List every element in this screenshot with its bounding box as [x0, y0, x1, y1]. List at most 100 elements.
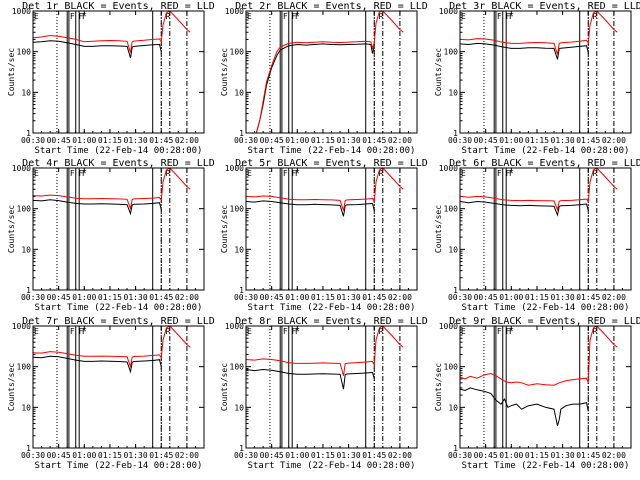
flag-label: F	[283, 12, 288, 21]
flag-label: F	[295, 169, 300, 178]
panel-det-5: Det 5r BLACK = Events, RED = LLD 00:30 00:…	[220, 158, 428, 313]
y-tick-label: 10	[21, 88, 31, 97]
x-tick-label: 01:30	[337, 293, 361, 302]
flag-label: E	[461, 169, 466, 178]
axes-frame	[245, 325, 418, 449]
x-tick-label: 01:45	[576, 293, 600, 302]
marker-lines: E F FF R	[34, 168, 188, 290]
y-tick-label: 1000	[225, 322, 244, 331]
flag-label: R	[379, 169, 384, 178]
events-series-line	[460, 42, 589, 60]
events-series-line	[246, 368, 375, 390]
x-tick-label: 01:00	[285, 451, 309, 460]
panel-det-9: Det 9r BLACK = Events, RED = LLD 00:30 00:…	[434, 316, 640, 471]
marker-lines: E F FF R	[247, 168, 401, 290]
flag-label: E	[34, 169, 39, 178]
x-tick-label: 01:45	[362, 136, 386, 145]
flag-label: F	[505, 169, 510, 178]
flag-label: R	[593, 169, 598, 178]
x-tick-label: 01:15	[311, 293, 335, 302]
events-series-line	[246, 200, 375, 217]
panel-det-6: Det 6r BLACK = Events, RED = LLD 00:30 00:…	[434, 158, 640, 313]
events-series-line	[33, 199, 162, 216]
x-tick-label: 02:00	[175, 451, 199, 460]
flag-label: E	[247, 12, 252, 21]
panel-det-8: Det 8r BLACK = Events, RED = LLD 00:30 00:…	[220, 316, 428, 471]
x-tick-label: 00:30	[448, 136, 472, 145]
y-tick-label: 1	[26, 286, 31, 295]
flag-label: F	[505, 12, 510, 21]
x-tick-label: 00:30	[21, 293, 45, 302]
x-tick-label: 01:30	[551, 451, 575, 460]
x-tick-label: 02:00	[388, 293, 412, 302]
y-tick-label: 100	[230, 363, 245, 372]
x-tick-label: 01:15	[98, 451, 122, 460]
y-axis-label: Counts/sec	[434, 48, 443, 96]
panel-title: Det 1r BLACK = Events, RED = LLD	[22, 1, 215, 12]
x-tick-label: 01:15	[311, 451, 335, 460]
lld-series-line	[33, 11, 191, 53]
lld-series-line	[460, 326, 618, 386]
x-tick-label: 01:15	[98, 136, 122, 145]
series-group	[460, 11, 618, 60]
series-group	[33, 168, 191, 216]
x-axis-label: Start Time (22-Feb-14 00:28:00)	[248, 461, 416, 471]
flag-label: R	[593, 327, 598, 336]
x-tick-label: 01:00	[499, 136, 523, 145]
lld-series-line	[255, 11, 404, 133]
panel-title: Det 3r BLACK = Events, RED = LLD	[449, 1, 640, 12]
marker-lines: E F FF R	[461, 11, 615, 133]
y-axis-label: Counts/sec	[220, 205, 229, 253]
y-tick-label: 10	[21, 245, 31, 254]
flag-label: F	[509, 327, 514, 336]
flag-label: F	[291, 12, 296, 21]
y-tick-label: 10	[21, 403, 31, 412]
x-tick-label: 01:00	[499, 293, 523, 302]
flag-label: R	[166, 169, 171, 178]
y-tick-label: 10	[234, 88, 244, 97]
flag-label: F	[295, 327, 300, 336]
flag-label: F	[283, 327, 288, 336]
x-tick-label: 01:45	[576, 451, 600, 460]
panel-det-1: Det 1r BLACK = Events, RED = LLD 00:30 00:…	[7, 1, 215, 156]
axes-frame	[245, 10, 418, 134]
flag-label: E	[461, 327, 466, 336]
x-tick-label: 00:30	[448, 293, 472, 302]
y-tick-label: 1000	[12, 164, 31, 173]
events-series-line	[33, 355, 162, 374]
x-tick-label: 00:45	[474, 136, 498, 145]
y-axis-label: Counts/sec	[7, 205, 16, 253]
y-tick-label: 1000	[12, 7, 31, 16]
y-tick-label: 1	[453, 129, 458, 138]
flag-label: R	[166, 12, 171, 21]
y-axis-label: Counts/sec	[220, 48, 229, 96]
y-tick-label: 10	[234, 403, 244, 412]
x-tick-label: 01:45	[362, 451, 386, 460]
flag-label: F	[497, 12, 502, 21]
events-series-line	[460, 200, 589, 217]
flag-label: F	[291, 327, 296, 336]
x-tick-label: 01:30	[124, 293, 148, 302]
x-axis-label: Start Time (22-Feb-14 00:28:00)	[462, 303, 630, 313]
x-tick-label: 00:45	[47, 136, 71, 145]
x-tick-label: 01:00	[72, 293, 96, 302]
x-tick-label: 01:00	[499, 451, 523, 460]
panel-title: Det 8r BLACK = Events, RED = LLD	[235, 316, 428, 327]
x-axis-label: Start Time (22-Feb-14 00:28:00)	[248, 146, 416, 156]
x-tick-label: 01:45	[149, 136, 173, 145]
x-tick-label: 01:30	[337, 451, 361, 460]
flag-label: R	[379, 327, 384, 336]
flag-label: F	[497, 169, 502, 178]
x-tick-label: 02:00	[388, 136, 412, 145]
y-tick-label: 1	[26, 129, 31, 138]
y-tick-label: 1	[26, 444, 31, 453]
flag-label: F	[295, 12, 300, 21]
y-tick-label: 100	[444, 48, 459, 57]
flag-label: E	[461, 12, 466, 21]
y-tick-label: 10	[448, 245, 458, 254]
x-tick-label: 01:45	[149, 451, 173, 460]
x-tick-label: 00:30	[21, 136, 45, 145]
series-group	[255, 11, 404, 133]
y-tick-label: 10	[448, 403, 458, 412]
